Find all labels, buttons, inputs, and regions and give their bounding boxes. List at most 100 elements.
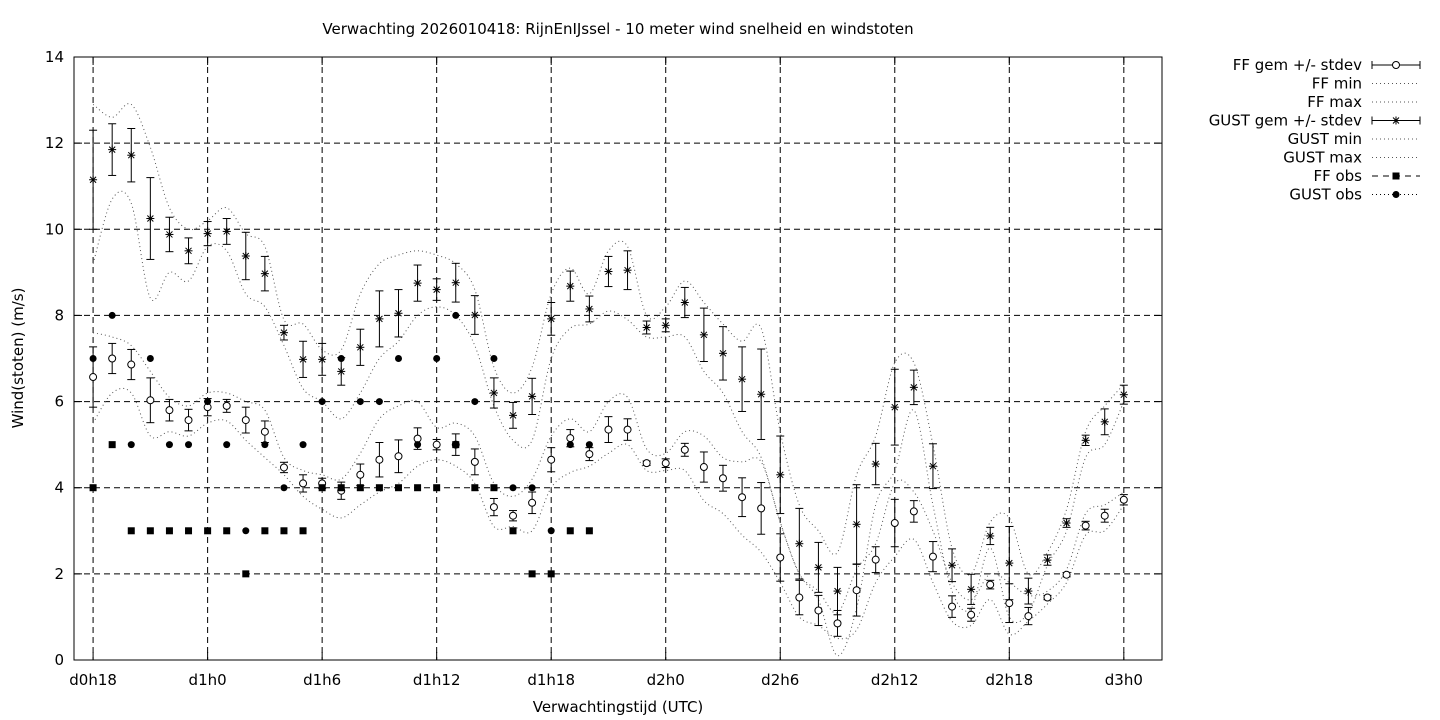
star-stroke (1044, 556, 1051, 564)
ff-obs-point (242, 570, 250, 578)
gust-obs-point (509, 484, 517, 492)
star-stroke (681, 299, 689, 306)
legend-label: FF max (1307, 93, 1362, 111)
ff-obs-point (585, 527, 593, 535)
ff-obs-point (547, 570, 555, 578)
gust-mean-point (413, 279, 422, 288)
star-stroke (986, 532, 994, 540)
ff-mean-point (375, 455, 384, 464)
gust-mean-point (757, 390, 766, 399)
ff-mean-point (585, 450, 594, 459)
legend-label: FF gem +/- stdev (1233, 56, 1362, 74)
gust-mean-point (967, 585, 976, 594)
ff-mean-point (871, 555, 880, 564)
ff-mean-point (718, 474, 727, 483)
gust-mean-point (241, 251, 250, 260)
ff-mean-point (833, 619, 842, 628)
star-stroke (337, 368, 345, 375)
ff-mean-point (948, 602, 957, 611)
ff-mean-point (776, 553, 785, 562)
gust-mean-point (699, 330, 708, 339)
ff-obs-point (414, 484, 422, 492)
star-stroke (795, 540, 803, 548)
star-stroke (223, 228, 231, 235)
star-stroke (1120, 391, 1128, 399)
y-tick-label: 4 (54, 479, 64, 497)
ff-mean-point (852, 586, 861, 595)
gust-obs-point (452, 311, 460, 319)
ff-mean-point (470, 457, 479, 466)
gust-obs-point (528, 484, 536, 492)
star-stroke (204, 230, 211, 237)
star-stroke (127, 151, 135, 159)
ff-mean-point (757, 504, 766, 513)
ff-mean-point (738, 493, 747, 502)
ff-mean-point (566, 434, 575, 443)
ff-obs-point (204, 527, 212, 535)
ff-mean-point (909, 507, 918, 516)
ff-mean-point (1100, 511, 1109, 520)
star-stroke (605, 268, 612, 275)
star-stroke (1005, 559, 1013, 567)
legend-label: GUST min (1288, 130, 1362, 148)
star-stroke (242, 252, 250, 260)
gust-obs-point (280, 484, 288, 492)
gust-mean-point (470, 310, 479, 319)
ff-mean-point (184, 416, 193, 425)
star-stroke (471, 311, 479, 319)
star-stroke (853, 520, 860, 528)
legend-label: FF obs (1313, 167, 1362, 185)
x-tick-label: d2h6 (761, 671, 799, 689)
series-layer (89, 103, 1128, 657)
gust-mean-series (89, 123, 1128, 616)
legend-label: FF min (1312, 75, 1362, 93)
y-tick-label: 12 (45, 134, 64, 152)
gust-mean-point (394, 309, 403, 318)
ff-mean-point (127, 360, 136, 369)
star-stroke (1101, 418, 1109, 426)
y-tick-label: 2 (54, 565, 64, 583)
gust-mean-point (795, 539, 804, 548)
ff-obs-point (337, 484, 345, 492)
gust-mean-point (222, 227, 231, 236)
gust-obs-point (394, 355, 402, 362)
gust-mean-point (718, 349, 727, 358)
ff-obs-point (356, 484, 364, 492)
ff-obs-series (89, 441, 593, 578)
gust-obs-point (108, 311, 116, 319)
gust-obs-series (89, 311, 593, 535)
series-gust-max-line (92, 103, 1125, 576)
star-stroke (624, 266, 631, 274)
star-stroke (89, 176, 97, 184)
ff-obs-point (471, 484, 479, 492)
star-stroke (834, 587, 841, 595)
ff-mean-point (986, 580, 995, 589)
gust-mean-point (986, 531, 995, 540)
gust-obs-point (490, 355, 498, 362)
gust-mean-point (451, 278, 460, 287)
grid-lines (74, 57, 1162, 660)
ff-mean-point (661, 459, 670, 468)
gust-obs-point (185, 441, 193, 449)
gust-mean-point (890, 403, 899, 412)
x-tick-label: d2h18 (985, 671, 1033, 689)
ff-mean-point (1081, 521, 1090, 530)
gust-mean-point (833, 587, 842, 596)
gust-mean-point (1043, 556, 1052, 565)
star-stroke (948, 561, 956, 569)
gust-mean-point (1081, 436, 1090, 445)
star-stroke (776, 471, 784, 479)
legend-swatch-marker (1392, 191, 1400, 198)
gust-mean-point (299, 355, 308, 364)
gust-mean-point (871, 460, 880, 469)
gust-obs-point (375, 398, 383, 406)
x-tick-label: d2h0 (647, 671, 685, 689)
ff-mean-point (241, 416, 250, 425)
ff-mean-point (356, 470, 365, 479)
ff-mean-point (260, 427, 269, 436)
gust-obs-point (337, 355, 345, 362)
ff-obs-point (509, 527, 517, 535)
y-tick-label: 14 (45, 48, 64, 66)
gust-mean-point (1100, 417, 1109, 426)
